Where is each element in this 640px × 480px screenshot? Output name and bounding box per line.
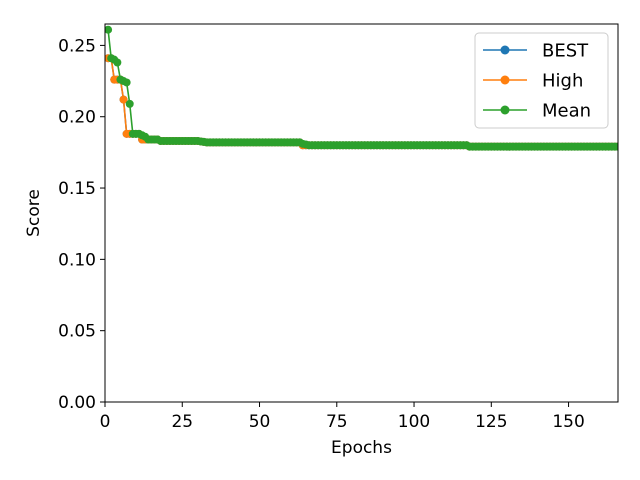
legend-label: High xyxy=(542,71,583,92)
y-axis-label: Score xyxy=(24,189,44,237)
legend-box xyxy=(474,32,609,129)
legend-marker xyxy=(500,75,510,85)
legend-marker xyxy=(500,105,510,115)
series-mean xyxy=(105,25,618,151)
data-point xyxy=(113,58,122,67)
y-tick-label: 0.10 xyxy=(58,250,96,270)
legend-label: Mean xyxy=(542,101,591,122)
series-lines xyxy=(105,25,618,151)
y-tick-label: 0.20 xyxy=(58,108,96,128)
x-tick-label: 125 xyxy=(475,412,507,432)
x-tick-label: 100 xyxy=(398,412,430,432)
data-point xyxy=(105,25,113,34)
legend-marker xyxy=(500,45,510,55)
legend-label: BEST xyxy=(542,41,589,62)
y-tick-label: 0.05 xyxy=(58,322,96,342)
legend-item-mean: Mean xyxy=(483,101,591,122)
data-point xyxy=(122,78,131,87)
legend-item-high: High xyxy=(483,71,583,92)
data-point xyxy=(614,142,618,151)
y-tick-label: 0.15 xyxy=(58,179,96,199)
x-tick-label: 0 xyxy=(100,412,111,432)
x-tick-label: 25 xyxy=(171,412,193,432)
data-point xyxy=(119,95,128,104)
x-tick-label: 75 xyxy=(326,412,348,432)
y-tick-label: 0.25 xyxy=(58,36,96,56)
axes: 0 25 50 75 100 125 150 0.00 0.05 0.10 0.15 0.20 0.25 xyxy=(58,23,619,432)
y-tick-label: 0.00 xyxy=(58,393,96,413)
x-axis-label: Epochs xyxy=(331,438,392,458)
data-point xyxy=(125,99,134,108)
x-tick-label: 150 xyxy=(552,412,584,432)
legend-item-best: BEST xyxy=(483,41,589,62)
legend: BEST High Mean xyxy=(474,32,609,129)
plot-frame xyxy=(104,23,619,403)
x-tick-label: 50 xyxy=(249,412,271,432)
